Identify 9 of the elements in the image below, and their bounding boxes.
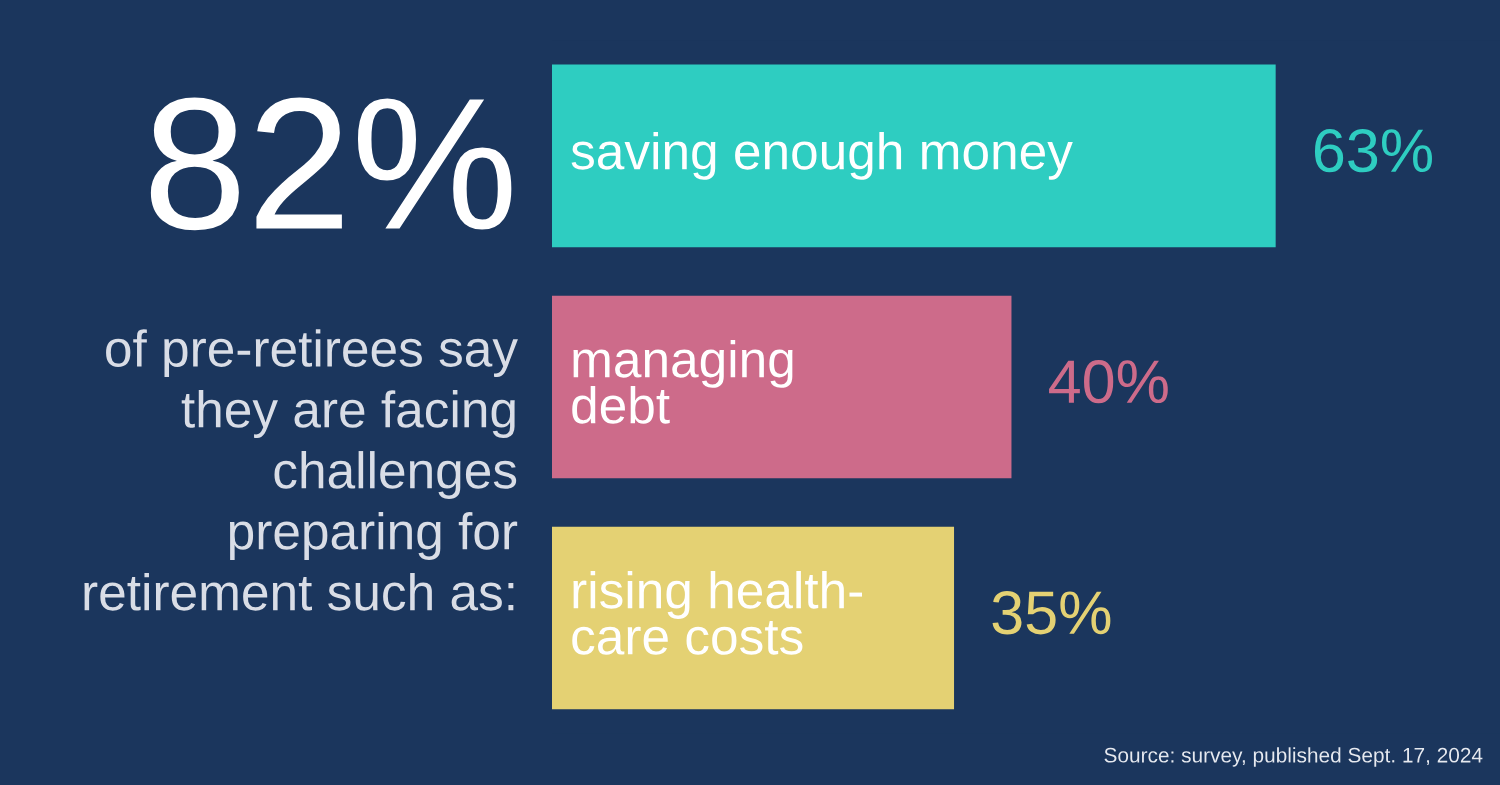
- y-tick-label: managing debt: [572, 339, 793, 424]
- source-note: Source: survey, published Sept. 17, 2024: [1104, 747, 1483, 767]
- text: of pre-retirees say they are facing challenges preparing for retirement such as:: [84, 329, 518, 611]
- y-tick-label: rising health- care costs: [572, 571, 863, 655]
- data-label: 35%: [992, 591, 1111, 635]
- data-label: 63%: [1314, 129, 1432, 173]
- data-label: 40%: [1049, 360, 1168, 404]
- text: 82%: [150, 97, 512, 231]
- y-tick-label: saving enough money: [571, 131, 1073, 180]
